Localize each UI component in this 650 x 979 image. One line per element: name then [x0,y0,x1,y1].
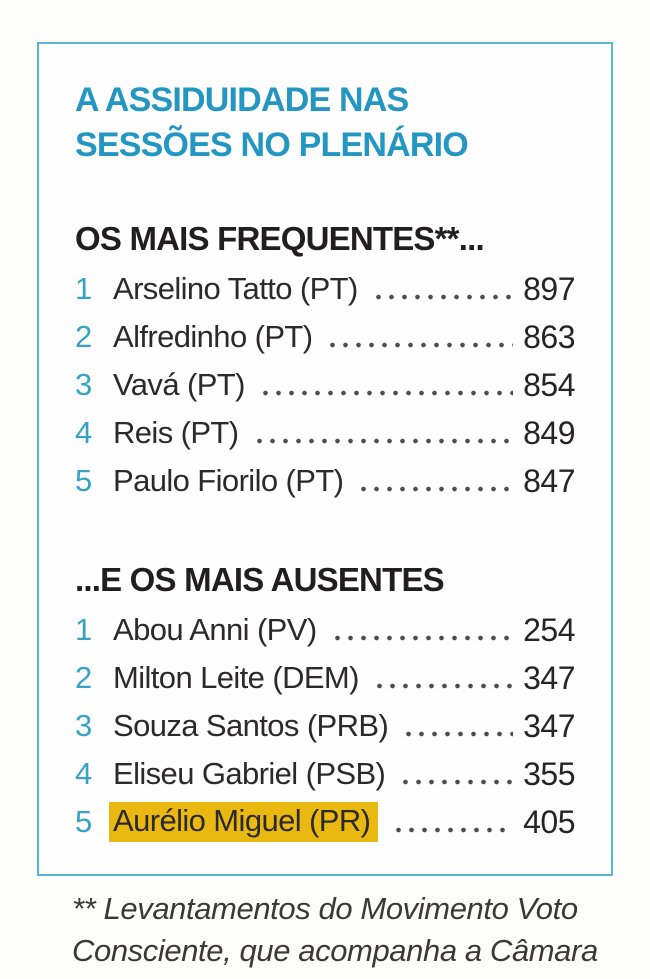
attendance-count: 854 [523,366,575,403]
deputy-name: Reis (PT) [113,415,239,450]
table-row: 1 Abou Anni (PV) 254 [75,606,575,654]
deputy-name: Arselino Tatto (PT) [113,271,358,306]
rank-number: 3 [75,708,92,743]
panel-title-line2: SESSÕES NO PLENÁRIO [75,126,469,164]
table-row: 3 Souza Santos (PRB) 347 [75,702,575,750]
dot-leader [326,342,514,348]
deputy-name: Paulo Fiorilo (PT) [113,463,344,498]
table-row: 5 Paulo Fiorilo (PT) 847 [75,457,575,505]
deputy-name: Vavá (PT) [113,367,245,402]
deputy-name: Souza Santos (PRB) [113,708,389,743]
attendance-count: 355 [523,755,575,792]
attendance-count: 863 [523,318,575,355]
section-heading-most-frequent: OS MAIS FREQUENTES**... [75,220,485,257]
table-row: 5 Aurélio Miguel (PR) 405 [75,798,575,846]
section-heading-most-absent: ...E OS MAIS AUSENTES [75,561,445,598]
table-row: 3 Vavá (PT) 854 [75,361,575,409]
rank-number: 4 [75,415,92,450]
section-most-frequent: OS MAIS FREQUENTES**... 1 Arselino Tatto… [75,220,575,505]
attendance-count: 347 [523,659,575,696]
footnote-line1: ** Levantamentos do Movimento Voto [72,891,578,926]
attendance-infographic-panel: A ASSIDUIDADE NAS SESSÕES NO PLENÁRIO OS… [37,42,613,876]
ranking-list-most-absent: 1 Abou Anni (PV) 254 2 Milton Leite (DEM… [75,606,575,846]
rank-number: 4 [75,756,92,791]
attendance-count: 405 [523,803,575,840]
ranking-list-most-frequent: 1 Arselino Tatto (PT) 897 2 Alfredinho (… [75,265,575,505]
dot-leader [258,390,514,396]
table-row: 4 Reis (PT) 849 [75,409,575,457]
footnote: ** Levantamentos do Movimento Voto Consc… [72,888,598,972]
deputy-name: Eliseu Gabriel (PSB) [113,756,386,791]
panel-title-line1: A ASSIDUIDADE NAS [75,81,409,119]
rank-number: 1 [75,612,92,647]
rank-number: 3 [75,367,92,402]
section-most-absent: ...E OS MAIS AUSENTES 1 Abou Anni (PV) 2… [75,561,575,846]
table-row: 2 Milton Leite (DEM) 347 [75,654,575,702]
footnote-line2: Consciente, que acompanha a Câmara [72,933,598,968]
rank-number: 1 [75,271,92,306]
rank-number: 2 [75,660,92,695]
table-row: 1 Arselino Tatto (PT) 897 [75,265,575,313]
attendance-count: 254 [523,611,575,648]
dot-leader [330,635,514,641]
table-row: 2 Alfredinho (PT) 863 [75,313,575,361]
attendance-count: 897 [523,270,575,307]
dot-leader [372,683,514,689]
deputy-name-highlighted: Aurélio Miguel (PR) [109,802,379,842]
deputy-name: Milton Leite (DEM) [113,660,359,695]
rank-number: 2 [75,319,92,354]
dot-leader [402,731,514,737]
deputy-name: Alfredinho (PT) [113,319,313,354]
deputy-name: Abou Anni (PV) [113,612,317,647]
dot-leader [392,827,514,833]
rank-number: 5 [75,463,92,498]
attendance-count: 847 [523,462,575,499]
table-row: 4 Eliseu Gabriel (PSB) 355 [75,750,575,798]
dot-leader [371,294,514,300]
attendance-count: 849 [523,414,575,451]
dot-leader [357,486,514,492]
attendance-count: 347 [523,707,575,744]
dot-leader [399,779,514,785]
dot-leader [252,438,514,444]
rank-number: 5 [75,804,92,839]
panel-title: A ASSIDUIDADE NAS SESSÕES NO PLENÁRIO [75,78,575,168]
